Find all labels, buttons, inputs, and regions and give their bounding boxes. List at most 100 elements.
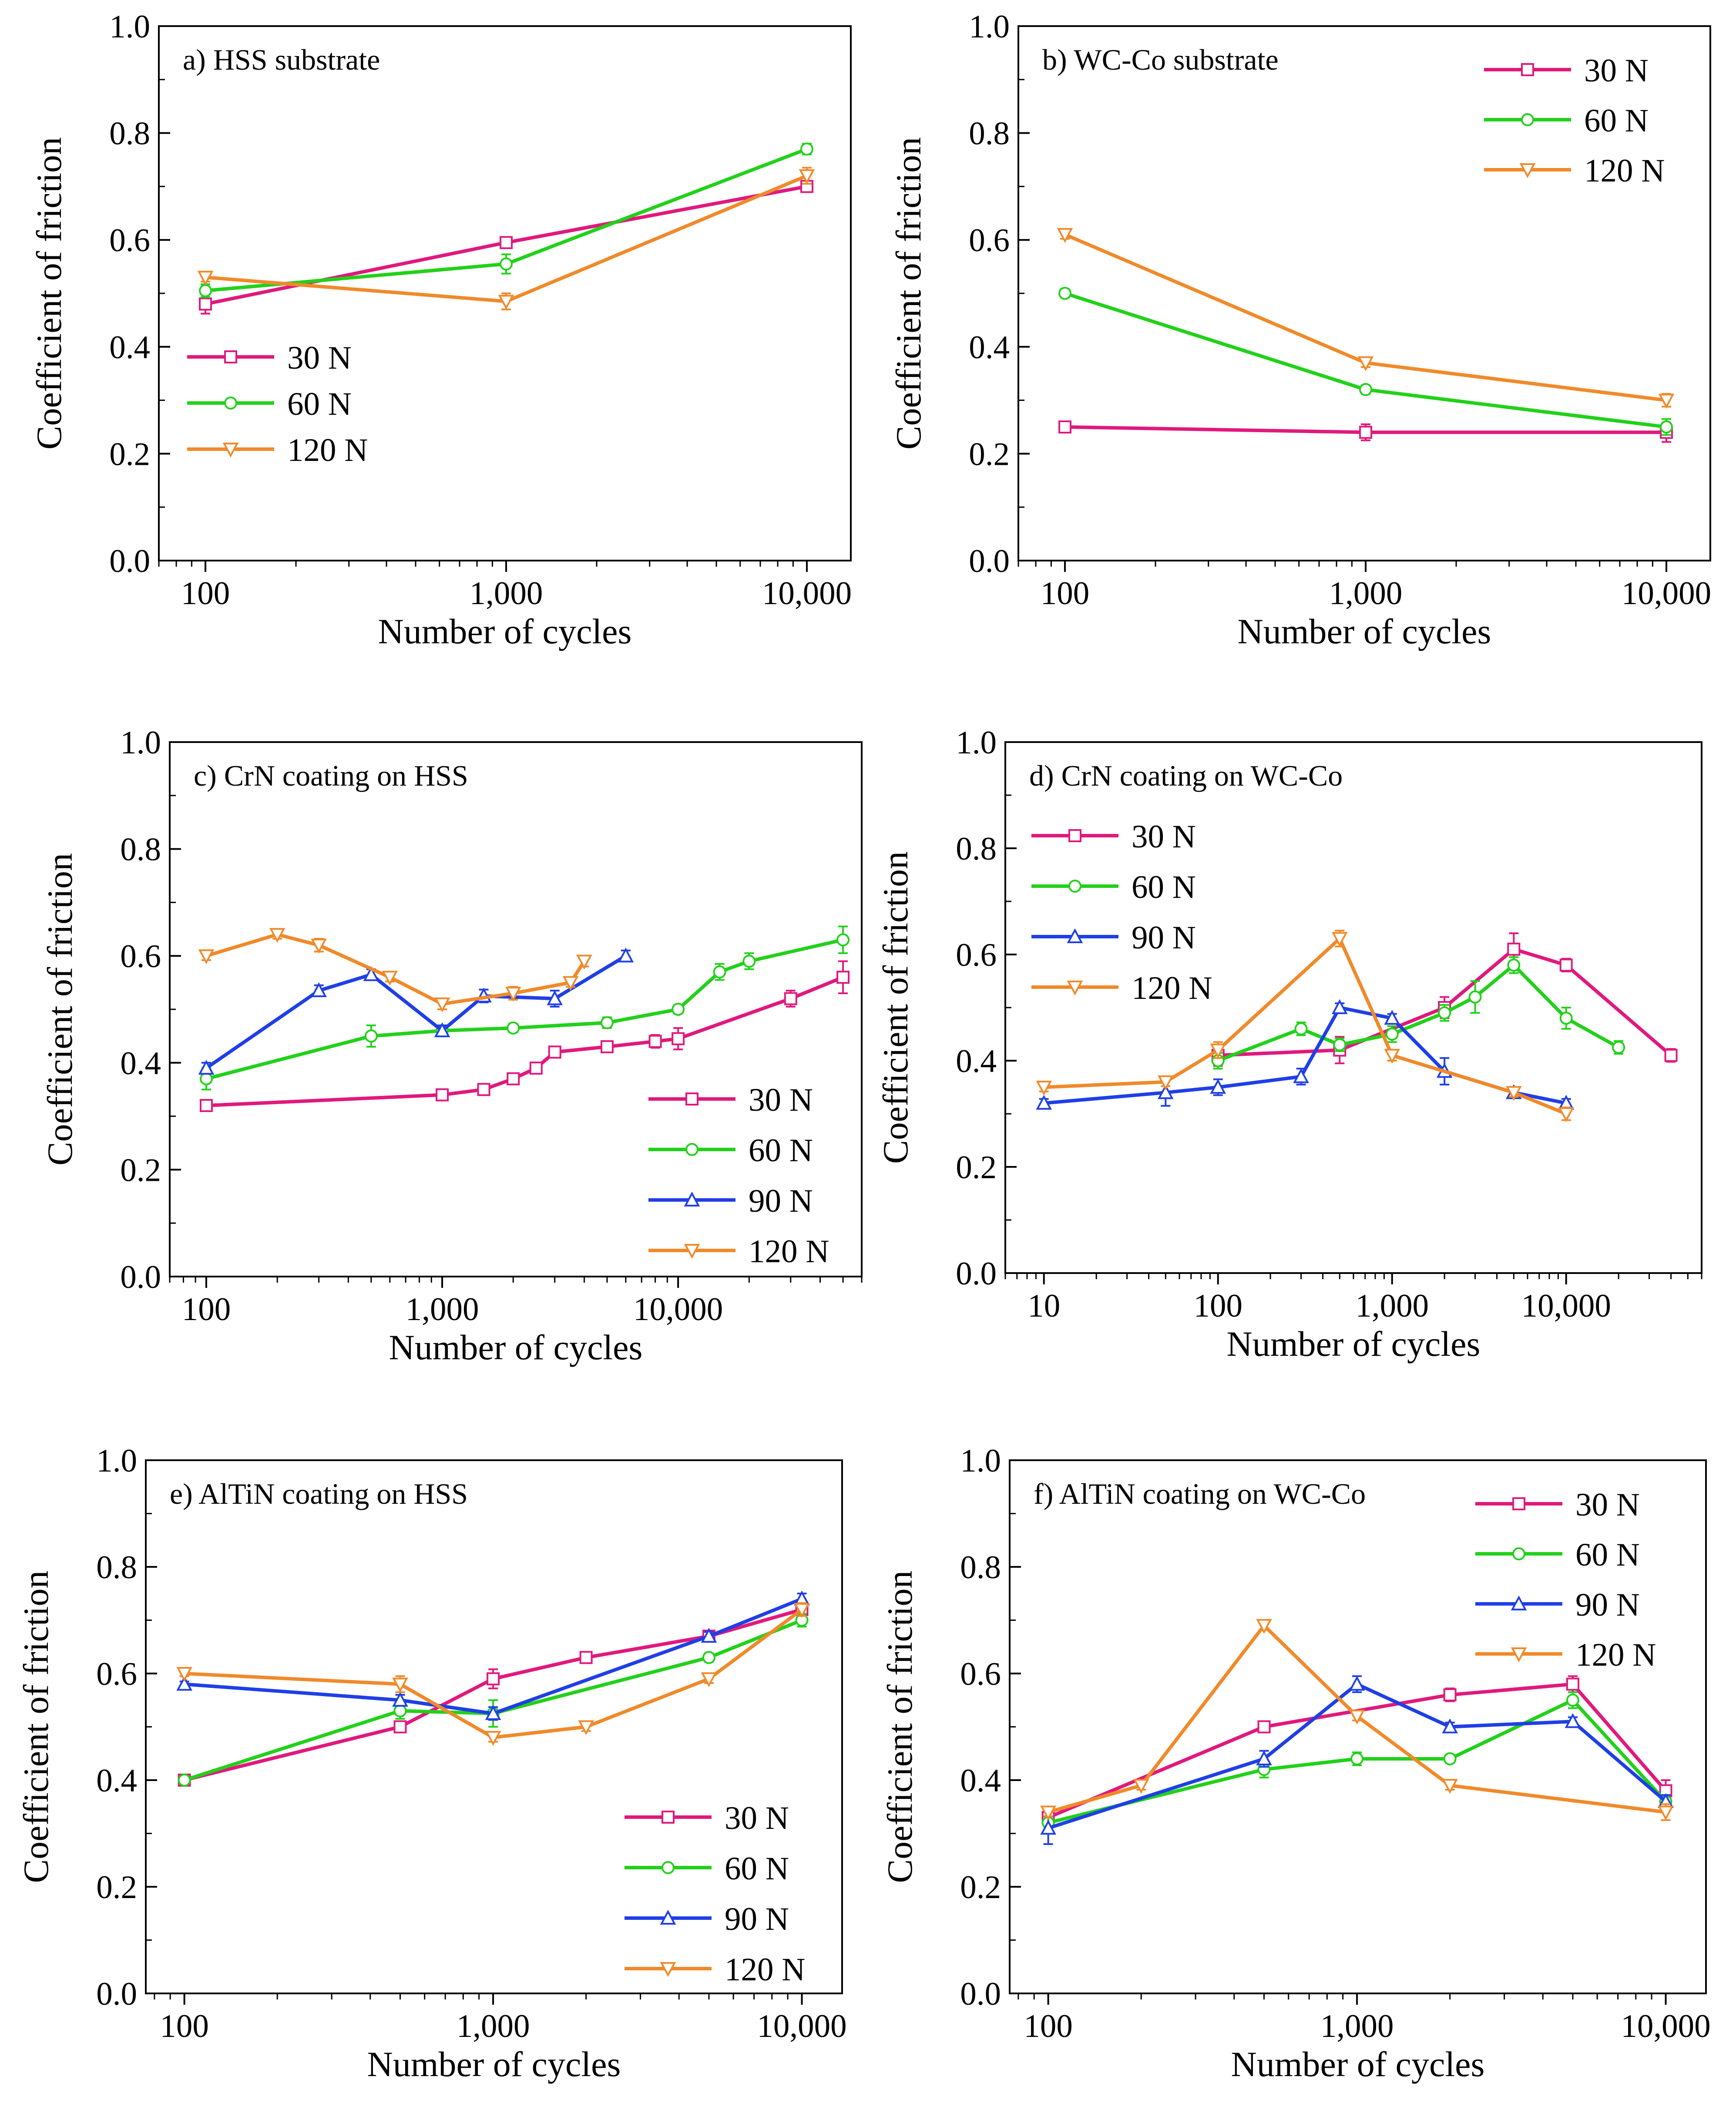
y-tick-label: 0.6 (109, 222, 150, 259)
data-point (1210, 1043, 1226, 1059)
data-point (742, 954, 756, 968)
y-tick-label: 1.0 (960, 1443, 1001, 1479)
legend-label: 60 N (725, 1851, 789, 1887)
series-90-n (1036, 999, 1575, 1110)
series-line (205, 933, 586, 1006)
data-point (507, 1021, 520, 1035)
y-tick-label: 0.0 (956, 1256, 997, 1292)
y-tick-label: 1.0 (969, 9, 1010, 45)
chart-panel-a: 0.0 0.2 0.4 0.6 0.8 1.0 100 1,000 10,000 Number o… (29, 9, 852, 651)
data-point (1256, 1619, 1272, 1634)
data-point (498, 295, 514, 310)
y-tick-label: 0.0 (960, 1976, 1001, 2012)
data-point (1157, 1075, 1174, 1091)
legend-marker (1512, 1497, 1525, 1510)
y-tick-label: 0.4 (960, 1763, 1001, 1799)
data-point (199, 297, 212, 311)
data-point (1058, 287, 1072, 300)
data-point (1257, 1720, 1271, 1734)
chart-panel-b: 0.0 0.2 0.4 0.6 0.8 1.0 100 1,000 10,000 Number o… (889, 9, 1711, 651)
y-tick-label: 0.6 (956, 937, 997, 973)
data-point (1443, 1752, 1457, 1765)
y-tick-label: 0.6 (960, 1656, 1001, 1692)
y-tick-label: 0.4 (956, 1043, 997, 1079)
y-tick-label: 0.8 (109, 116, 150, 152)
legend-label: 120 N (1584, 153, 1665, 189)
series-line (1048, 1623, 1666, 1814)
series-line (1064, 233, 1667, 402)
panel-title: f) AlTiN coating on WC-Co (1034, 1477, 1366, 1510)
data-point (672, 1003, 685, 1016)
data-point (1294, 1022, 1308, 1035)
y-axis-title: Coefficient of friction (16, 1570, 56, 1883)
data-point (1333, 1038, 1346, 1052)
series-line (1048, 1682, 1667, 1830)
data-point (1349, 1710, 1365, 1725)
data-point (434, 1022, 450, 1038)
legend-marker (1512, 1547, 1525, 1560)
y-tick-label: 1.0 (109, 9, 150, 45)
series-120-n (198, 928, 592, 1012)
legend-label: 120 N (1132, 970, 1212, 1006)
data-point (311, 938, 327, 954)
x-tick-label: 1,000 (406, 1291, 479, 1327)
y-tick-label: 0.2 (960, 1869, 1001, 1905)
legend-marker (685, 1092, 698, 1106)
x-axis-title: Number of cycles (1231, 2044, 1485, 2084)
legend-marker (1067, 928, 1083, 943)
legend-label: 30 N (1132, 819, 1196, 855)
data-point (178, 1774, 191, 1787)
data-point (1040, 1820, 1056, 1835)
x-tick-label: 1,000 (470, 575, 543, 612)
legend-label: 30 N (725, 1800, 789, 1836)
data-point (1443, 1688, 1457, 1701)
legend-label: 60 N (749, 1132, 813, 1169)
data-point (1660, 420, 1673, 433)
data-point (529, 1062, 543, 1075)
data-point (176, 1667, 192, 1682)
legend: 30 N 60 N 90 N 120 N (1475, 1487, 1656, 1673)
x-axis-title: Number of cycles (389, 1327, 643, 1367)
x-tick-label: 10,000 (757, 2008, 846, 2044)
data-point (393, 1720, 407, 1734)
data-point (1566, 1677, 1579, 1691)
y-tick-label: 0.2 (956, 1149, 997, 1186)
data-point (701, 1672, 717, 1687)
data-point (1507, 942, 1521, 956)
series-90-n (176, 1590, 810, 1721)
data-point (1442, 1718, 1458, 1734)
data-point (1658, 1805, 1674, 1821)
series-120-n (1057, 228, 1675, 409)
y-tick-label: 0.8 (969, 116, 1010, 152)
x-axis-title: Number of cycles (367, 2044, 621, 2084)
x-tick-label: 100 (181, 575, 230, 612)
y-tick-label: 0.4 (120, 1045, 161, 1082)
data-point (1256, 1750, 1272, 1765)
plot-frame (1004, 741, 1702, 1274)
data-point (1384, 1010, 1400, 1025)
series-line (1048, 1698, 1667, 1825)
data-point (702, 1651, 715, 1664)
y-tick-label: 0.0 (969, 543, 1010, 579)
data-point (1438, 1006, 1451, 1020)
data-point (500, 236, 513, 249)
chart-panel-e: 0.0 0.2 0.4 0.6 0.8 1.0 100 1,000 10,000 Number o… (16, 1443, 847, 2084)
panel-title: d) CrN coating on WC-Co (1029, 759, 1343, 792)
data-point (579, 1651, 593, 1664)
legend-marker (661, 1811, 675, 1824)
y-tick-label: 1.0 (96, 1443, 137, 1479)
data-point (199, 1072, 213, 1085)
data-point (1157, 1084, 1174, 1099)
series-30-n (1058, 420, 1673, 443)
data-point (311, 982, 327, 998)
y-tick-label: 0.8 (96, 1549, 137, 1586)
panel-title: e) AlTiN coating on HSS (170, 1477, 468, 1510)
data-point (600, 1016, 614, 1029)
x-axis-title: Number of cycles (378, 612, 632, 651)
y-axis-title: Coefficient of friction (889, 137, 928, 450)
y-tick-label: 0.0 (120, 1259, 161, 1295)
legend-label: 60 N (1132, 869, 1196, 905)
data-point (701, 1628, 717, 1643)
data-point (1331, 932, 1348, 947)
